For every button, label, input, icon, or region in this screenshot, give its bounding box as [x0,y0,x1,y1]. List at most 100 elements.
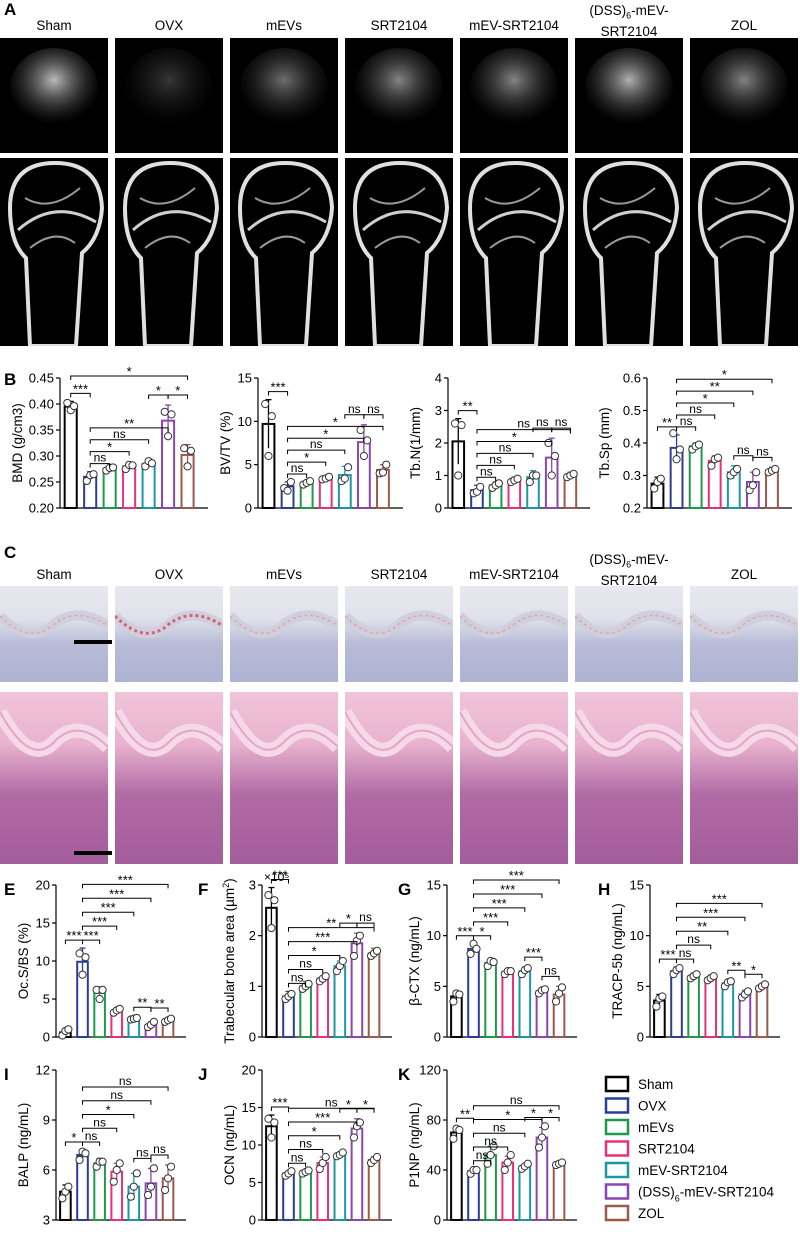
sig-label: ns [348,402,361,416]
group-title-6: ZOL [730,567,758,582]
bar-1 [467,947,480,1039]
sig-label: ** [731,958,741,973]
y-axis-label: P1NP (ng/mL) [407,1102,422,1187]
sig-label: ns [536,415,549,429]
bar-6 [552,1162,566,1221]
sig-label: ns [517,417,530,431]
bar-6 [755,985,769,1038]
sig-label: * [156,383,161,398]
sig-bracket [473,921,509,926]
sig-label: ** [710,379,720,394]
sig-bracket [744,973,763,979]
y-tick-label: 2 [435,436,442,451]
sig-label: *** [660,947,675,962]
sig-label: ns [291,970,304,984]
data-point [147,459,157,468]
microct-3d-tile [345,38,453,153]
sig-label: * [346,1097,351,1112]
data-point [78,970,87,979]
y-tick-label: 80 [427,1113,441,1128]
sig-bracket [676,426,697,431]
sig-label: ns [153,1142,166,1156]
data-point [537,1133,547,1142]
sig-label: ns [555,415,568,429]
sig-label: *** [315,930,330,945]
legend-label: mEV-SRT2104 [638,1163,728,1178]
microct-femur-tile [690,158,798,348]
sig-bracket [473,1132,526,1138]
data-point [63,398,72,408]
bar-4 [141,462,156,509]
data-point [64,1025,73,1034]
sig-label: ns [476,1148,489,1162]
sig-bracket [288,1149,324,1154]
data-point [89,470,98,479]
trap-stain-tile [456,586,571,682]
data-point [129,1182,138,1191]
legend-label: Sham [638,1077,673,1092]
sig-label: ns [359,910,372,924]
bar-3 [316,977,330,1039]
sig-bracket [288,927,375,932]
sig-label: * [106,1103,111,1118]
data-point [149,1164,159,1173]
group-title-1: OVX [154,567,184,582]
data-point [454,471,463,480]
sig-bracket [473,893,543,898]
y-axis-label: OCN (ng/mL) [222,1105,237,1185]
data-point [733,464,742,474]
legend-swatch [604,1097,630,1114]
sig-label: *** [492,896,507,911]
sig-bracket [676,944,712,950]
bar-1 [76,1154,89,1221]
y-tick-label: 5 [249,1175,256,1190]
data-point [557,1158,567,1167]
sig-label: ns [493,1120,506,1134]
sig-label: ns [544,963,557,977]
data-point [286,477,295,487]
legend-swatch [604,1183,630,1200]
sig-label: ns [113,427,126,441]
data-point [112,1165,121,1175]
sig-bracket [82,883,169,889]
bar-4 [518,1165,532,1221]
y-tick-label: 0 [434,1213,441,1228]
y-tick-label: 6 [43,1163,50,1178]
data-point [58,1194,67,1203]
y-tick-label: 0 [249,1213,256,1228]
data-point [363,436,372,445]
data-point [132,1169,141,1178]
data-point [115,1004,124,1013]
sig-bracket [676,414,716,419]
y-tick-label: 5 [637,979,644,994]
data-point [261,399,270,409]
sig-label: ns [687,932,700,946]
data-point [760,980,770,989]
data-point [81,953,90,962]
panel-label-b: B [4,370,17,389]
panel-label-e: E [4,880,16,899]
sig-label: ns [291,1150,304,1164]
data-point [694,440,704,449]
data-point [95,994,104,1004]
data-point [108,463,118,472]
sig-bracket [476,464,515,470]
group-title-3: SRT2104 [370,567,428,582]
y-tick-label: 0.25 [29,475,54,490]
y-tick-label: 10 [36,954,50,969]
panel-label-c: C [4,543,17,562]
y-tick-label: 0 [435,501,442,516]
data-point [324,472,334,481]
sig-label: * [71,1130,76,1145]
bar-1 [467,1170,480,1221]
sig-bracket [287,461,327,467]
bar-2 [93,1162,106,1222]
sig-bracket [473,1105,560,1110]
sig-bracket [287,425,384,431]
data-point [457,421,466,430]
sig-label: ** [463,399,473,414]
sig-bracket [287,437,365,443]
y-tick-label: 0.40 [29,397,54,412]
